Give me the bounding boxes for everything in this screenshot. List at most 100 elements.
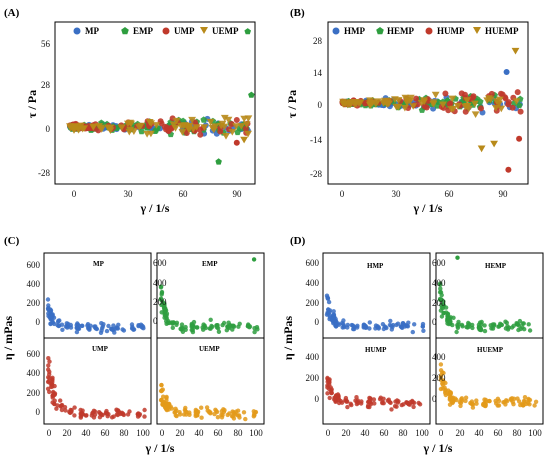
data-point-uemp — [177, 412, 183, 417]
data-point-mp — [76, 326, 82, 331]
data-point-huemp — [391, 96, 399, 103]
data-point-uemp — [174, 408, 179, 413]
data-point-hmp — [326, 307, 331, 312]
data-point-hmp — [400, 321, 406, 326]
data-point-hmp — [400, 325, 405, 330]
data-point-ump — [47, 375, 52, 381]
data-point-hemp — [443, 305, 449, 310]
subplot-uemp-xtick: 80 — [234, 428, 244, 438]
data-point-hmp — [331, 318, 337, 323]
panel-b-frame — [327, 21, 529, 185]
subplot-huemp-xtick: 20 — [456, 428, 466, 438]
data-point-hump — [423, 104, 430, 111]
data-point-emp — [252, 329, 257, 335]
panel-a: MP EMP UMP UEMP τ / Pa γ / 1/s 0 30 60 9… — [25, 21, 256, 215]
data-point-huemp — [474, 401, 479, 406]
data-point-ump — [46, 356, 51, 361]
data-point-emp — [214, 323, 219, 328]
data-point-hmp — [364, 324, 369, 330]
subplot-mp-ytick: 200 — [27, 298, 41, 308]
data-point-uemp — [206, 118, 215, 126]
data-point-hemp — [438, 286, 443, 291]
subplot-hemp-ytick: 200 — [432, 298, 446, 308]
data-point-ump — [163, 124, 170, 131]
data-point-hump — [372, 401, 377, 406]
data-point-hmp — [327, 313, 332, 318]
panel-d-ylabel: η / mPas — [281, 316, 295, 360]
data-point-uemp — [231, 416, 237, 421]
data-point-huemp — [522, 399, 527, 404]
data-point-huemp — [439, 101, 447, 109]
subplot-frame-hump — [322, 337, 431, 425]
data-point-huemp — [471, 111, 480, 118]
data-point-huemp — [470, 405, 476, 410]
data-point-huemp — [512, 396, 517, 401]
data-point-hmp — [352, 324, 357, 330]
legend-label-hump: HUMP — [437, 26, 465, 36]
data-point-emp — [167, 320, 172, 326]
data-point-uemp — [244, 115, 253, 122]
data-point-hemp — [489, 326, 494, 331]
data-point-uemp — [189, 126, 198, 133]
data-point-uemp — [199, 405, 204, 410]
data-point-uemp — [164, 407, 170, 413]
data-point-hmp — [380, 322, 386, 327]
data-point-huemp — [459, 398, 465, 403]
data-point-hemp — [478, 327, 484, 332]
data-point-hump — [458, 90, 465, 97]
panel-b-ytick: 0 — [318, 100, 323, 110]
data-point-uemp — [227, 411, 232, 416]
data-point-uemp — [237, 415, 242, 420]
data-point-uemp — [80, 125, 89, 132]
data-point-huemp — [496, 398, 502, 404]
panel-b-ytick: 14 — [313, 68, 323, 78]
data-point-huemp — [443, 380, 448, 386]
data-point-uemp — [163, 404, 168, 409]
data-point-ump — [92, 409, 98, 414]
data-point-emp — [244, 28, 251, 35]
legend-label-huemp: HUEMP — [485, 26, 519, 36]
data-point-hump — [325, 379, 330, 384]
data-point-hmp — [324, 293, 330, 298]
data-point-huemp — [517, 399, 522, 404]
data-point-hmp — [326, 299, 332, 305]
subplot-hmp-ytick: 600 — [306, 258, 320, 268]
data-point-huemp — [526, 397, 531, 403]
data-point-hump — [498, 90, 504, 97]
data-point-hump — [368, 396, 373, 402]
data-point-huemp — [401, 94, 410, 102]
data-point-hump — [329, 387, 334, 392]
data-point-uemp — [187, 412, 192, 417]
panel-a-ytick: 0 — [46, 124, 51, 134]
data-point-hemp — [511, 323, 516, 328]
data-point-ump — [100, 412, 105, 418]
data-point-hump — [505, 166, 512, 173]
data-point-ump — [50, 400, 55, 405]
panel-b-ylabel: τ / Pa — [285, 90, 299, 118]
subplot-mp-ytick: 0 — [36, 317, 41, 327]
panel-a-xtick: 30 — [124, 189, 134, 199]
subplot-title-emp: EMP — [202, 260, 218, 268]
data-point-ump — [59, 402, 65, 408]
data-point-hump — [355, 400, 361, 406]
data-point-huemp — [401, 104, 409, 112]
data-point-mp — [104, 328, 110, 334]
data-point-uemp — [169, 406, 174, 411]
data-point-uemp — [164, 394, 169, 400]
data-point-uemp — [237, 123, 246, 130]
data-point-uemp — [89, 123, 98, 131]
panel-a-ticks: 0 30 60 90 56 28 0 -28 — [38, 39, 242, 199]
data-point-uemp — [152, 122, 161, 129]
data-point-uemp — [95, 123, 103, 130]
data-point-huemp — [420, 98, 428, 106]
data-point-hump — [325, 385, 330, 390]
data-point-hmp — [406, 320, 411, 325]
panel-b-ticks: 0 30 60 90 28 14 0 -14 -28 — [310, 36, 508, 199]
data-point-hemp — [451, 315, 456, 320]
data-point-hump — [371, 397, 377, 402]
data-point-hemp — [506, 325, 511, 330]
data-point-ump — [50, 393, 56, 398]
data-point-mp — [93, 324, 98, 329]
data-point-uemp — [159, 382, 164, 388]
data-point-hemp — [455, 255, 460, 260]
